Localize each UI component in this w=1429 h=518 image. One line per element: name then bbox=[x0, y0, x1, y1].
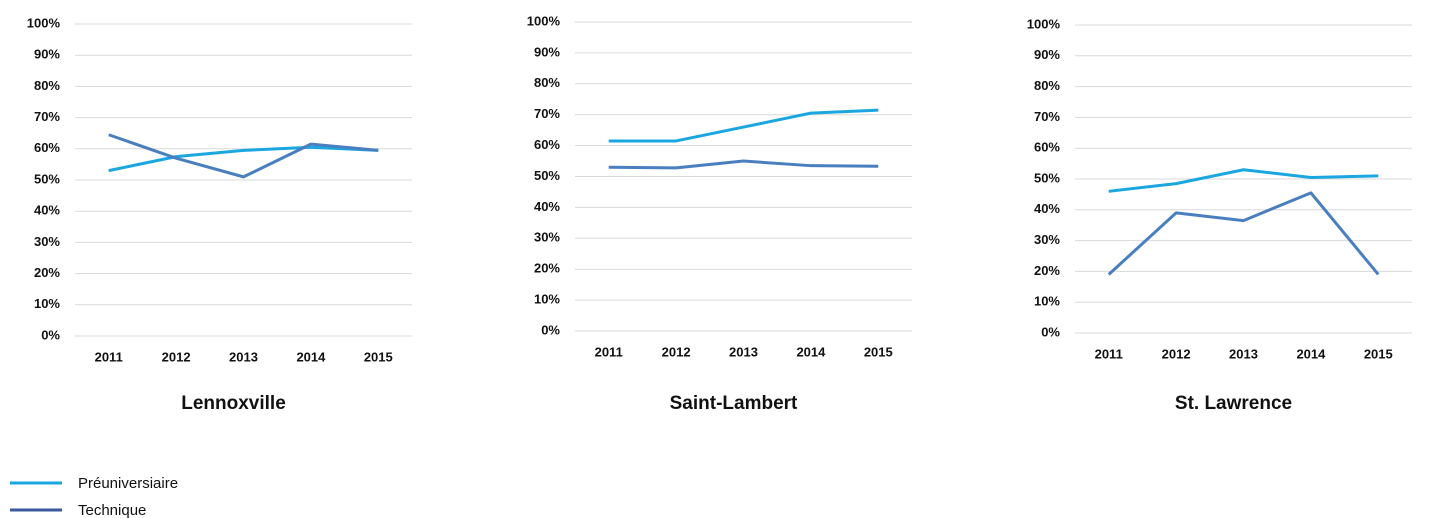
x-tick-label: 2014 bbox=[296, 349, 326, 364]
series-line: Préuniversiaire bbox=[108, 145, 379, 173]
y-tick-label: 80% bbox=[34, 78, 60, 93]
x-tick-label: 2013 bbox=[1229, 346, 1258, 361]
y-tick-label: 40% bbox=[534, 199, 560, 214]
y-tick-label: 50% bbox=[1034, 170, 1060, 185]
chart-title: Lennoxville bbox=[181, 393, 286, 414]
y-tick-label: 100% bbox=[1027, 16, 1061, 31]
series-line: Préuniversiaire bbox=[1108, 168, 1379, 193]
chart-title: St. Lawrence bbox=[1175, 393, 1292, 414]
y-tick-label: 70% bbox=[1034, 109, 1060, 124]
y-tick-label: 40% bbox=[1034, 201, 1060, 216]
x-tick-label: 2012 bbox=[162, 349, 191, 364]
x-tick-label: 2012 bbox=[1162, 346, 1191, 361]
x-tick-label: 2013 bbox=[229, 349, 258, 364]
y-tick-label: 90% bbox=[1034, 47, 1060, 62]
y-tick-label: 10% bbox=[534, 292, 560, 307]
y-tick-label: 30% bbox=[34, 234, 60, 249]
y-tick-label: 60% bbox=[34, 140, 60, 155]
y-tick-label: 0% bbox=[41, 327, 60, 342]
y-tick-label: 20% bbox=[534, 261, 560, 276]
y-tick-label: 0% bbox=[1041, 324, 1060, 339]
y-tick-label: 20% bbox=[34, 265, 60, 280]
y-tick-label: 30% bbox=[534, 230, 560, 245]
legend-label: Préuniversiaire bbox=[78, 475, 178, 492]
y-tick-label: 70% bbox=[34, 109, 60, 124]
x-tick-label: 2015 bbox=[364, 349, 393, 364]
y-tick-label: 60% bbox=[1034, 140, 1060, 155]
series-line: Technique bbox=[108, 133, 379, 179]
series-line: Technique bbox=[1107, 191, 1380, 276]
y-tick-label: 50% bbox=[34, 171, 60, 186]
y-tick-label: 90% bbox=[34, 47, 60, 62]
series-line: Préuniversiaire bbox=[608, 108, 879, 143]
series-line: Technique bbox=[608, 159, 879, 170]
y-tick-label: 80% bbox=[1034, 78, 1060, 93]
x-tick-label: 2012 bbox=[662, 344, 691, 359]
x-tick-label: 2014 bbox=[796, 344, 826, 359]
y-tick-label: 100% bbox=[527, 13, 561, 28]
y-tick-label: 60% bbox=[534, 137, 560, 152]
chart-title: Saint-Lambert bbox=[670, 393, 798, 414]
y-tick-label: 0% bbox=[541, 322, 560, 337]
y-tick-label: 70% bbox=[534, 106, 560, 121]
x-tick-label: 2013 bbox=[729, 344, 758, 359]
y-tick-label: 40% bbox=[34, 203, 60, 218]
x-tick-label: 2011 bbox=[1095, 346, 1123, 361]
x-tick-label: 2015 bbox=[864, 344, 893, 359]
y-tick-label: 80% bbox=[534, 75, 560, 90]
y-tick-label: 10% bbox=[1034, 294, 1060, 309]
y-tick-label: 50% bbox=[534, 168, 560, 183]
x-tick-label: 2014 bbox=[1296, 346, 1326, 361]
y-tick-label: 10% bbox=[34, 296, 60, 311]
y-tick-label: 30% bbox=[1034, 232, 1060, 247]
y-tick-label: 20% bbox=[1034, 263, 1060, 278]
y-tick-label: 90% bbox=[534, 44, 560, 59]
x-tick-label: 2011 bbox=[595, 344, 623, 359]
legend-label: Technique bbox=[78, 502, 146, 518]
x-tick-label: 2011 bbox=[95, 349, 123, 364]
y-tick-label: 100% bbox=[27, 15, 61, 30]
x-tick-label: 2015 bbox=[1364, 346, 1393, 361]
